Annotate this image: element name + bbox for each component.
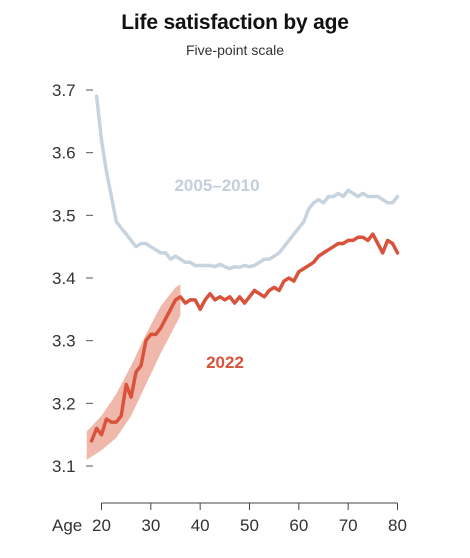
x-tick-label: 60 <box>289 516 308 535</box>
x-tick-label: 40 <box>191 516 210 535</box>
series-lines <box>89 94 400 443</box>
y-axis: 3.1 3.2 3.3 3.4 3.5 3.6 3.7 <box>52 81 93 476</box>
x-tick-label: 30 <box>141 516 160 535</box>
series-line-2005-2010 <box>94 94 400 271</box>
y-tick-label: 3.3 <box>52 332 76 351</box>
x-axis-label: Age <box>52 516 82 535</box>
uncertainty-band-2022 <box>86 284 181 460</box>
y-tick-label: 3.6 <box>52 144 76 163</box>
x-tick-label: 50 <box>240 516 259 535</box>
x-tick-label: 20 <box>92 516 111 535</box>
series-line-2022 <box>89 232 400 443</box>
uncertainty-bands <box>86 284 181 460</box>
x-axis: Age 20 30 40 50 60 70 80 <box>52 502 407 535</box>
y-tick-label: 3.1 <box>52 457 76 476</box>
series-labels: 2005–2010 2022 <box>174 176 259 372</box>
series-label-2022: 2022 <box>206 353 244 372</box>
x-tick-label: 80 <box>388 516 407 535</box>
y-tick-label: 3.7 <box>52 81 76 100</box>
y-tick-label: 3.2 <box>52 394 76 413</box>
chart-title: Life satisfaction by age <box>121 11 349 34</box>
x-tick-label: 70 <box>339 516 358 535</box>
chart-subtitle: Five-point scale <box>185 42 285 58</box>
series-label-2005-2010: 2005–2010 <box>174 176 259 195</box>
y-tick-label: 3.5 <box>52 206 76 225</box>
y-tick-label: 3.4 <box>52 269 76 288</box>
